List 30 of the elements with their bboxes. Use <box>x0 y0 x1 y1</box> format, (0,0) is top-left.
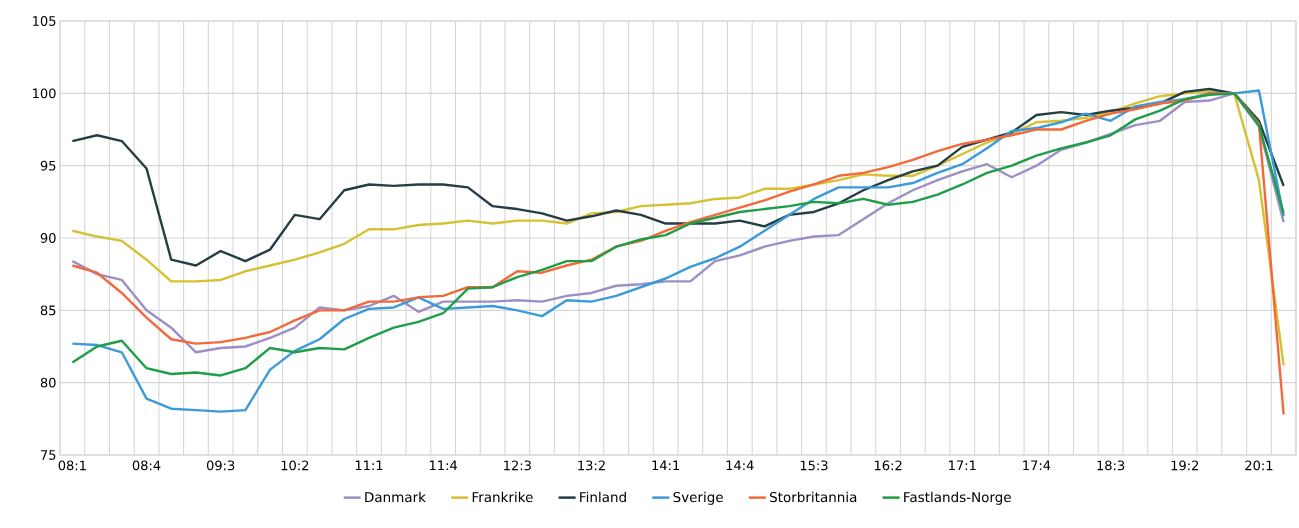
x-tick-label: 20:1 <box>1245 460 1273 471</box>
x-tick-label: 16:2 <box>874 460 902 471</box>
x-tick-label: 09:3 <box>206 460 235 471</box>
legend-label: Frankrike <box>472 491 533 503</box>
x-tick-label: 08:1 <box>58 460 86 471</box>
x-tick-label: 11:4 <box>429 460 458 470</box>
legend-label: Sverige <box>673 491 723 505</box>
legend-label: Finland <box>580 491 626 503</box>
x-tick-label: 18:3 <box>1097 460 1125 471</box>
legend-label: Fastlands-Norge <box>904 491 1011 505</box>
x-tick-label: 13:2 <box>578 460 605 471</box>
x-tick-label: 17:1 <box>949 460 976 470</box>
y-tick-label: 75 <box>41 450 56 460</box>
legend-label: Danmark <box>365 491 426 503</box>
x-tick-label: 12:3 <box>504 460 531 471</box>
x-tick-label: 14:4 <box>726 460 754 470</box>
x-tick-label: 08:4 <box>132 460 161 471</box>
y-tick-label: 105 <box>33 16 56 26</box>
x-tick-label: 11:1 <box>355 460 383 470</box>
y-tick-label: 90 <box>40 233 56 243</box>
x-tick-label: 14:1 <box>652 460 680 470</box>
y-tick-label: 80 <box>40 377 56 388</box>
x-tick-label: 15:3 <box>800 460 828 471</box>
x-tick-label: 17:4 <box>1023 460 1051 470</box>
legend-label: Storbritannia <box>770 491 857 503</box>
y-tick-label: 95 <box>40 160 56 171</box>
x-tick-label: 19:2 <box>1171 460 1199 471</box>
y-tick-label: 85 <box>40 305 56 316</box>
y-tick-label: 100 <box>33 88 56 99</box>
x-tick-label: 10:2 <box>281 460 309 471</box>
